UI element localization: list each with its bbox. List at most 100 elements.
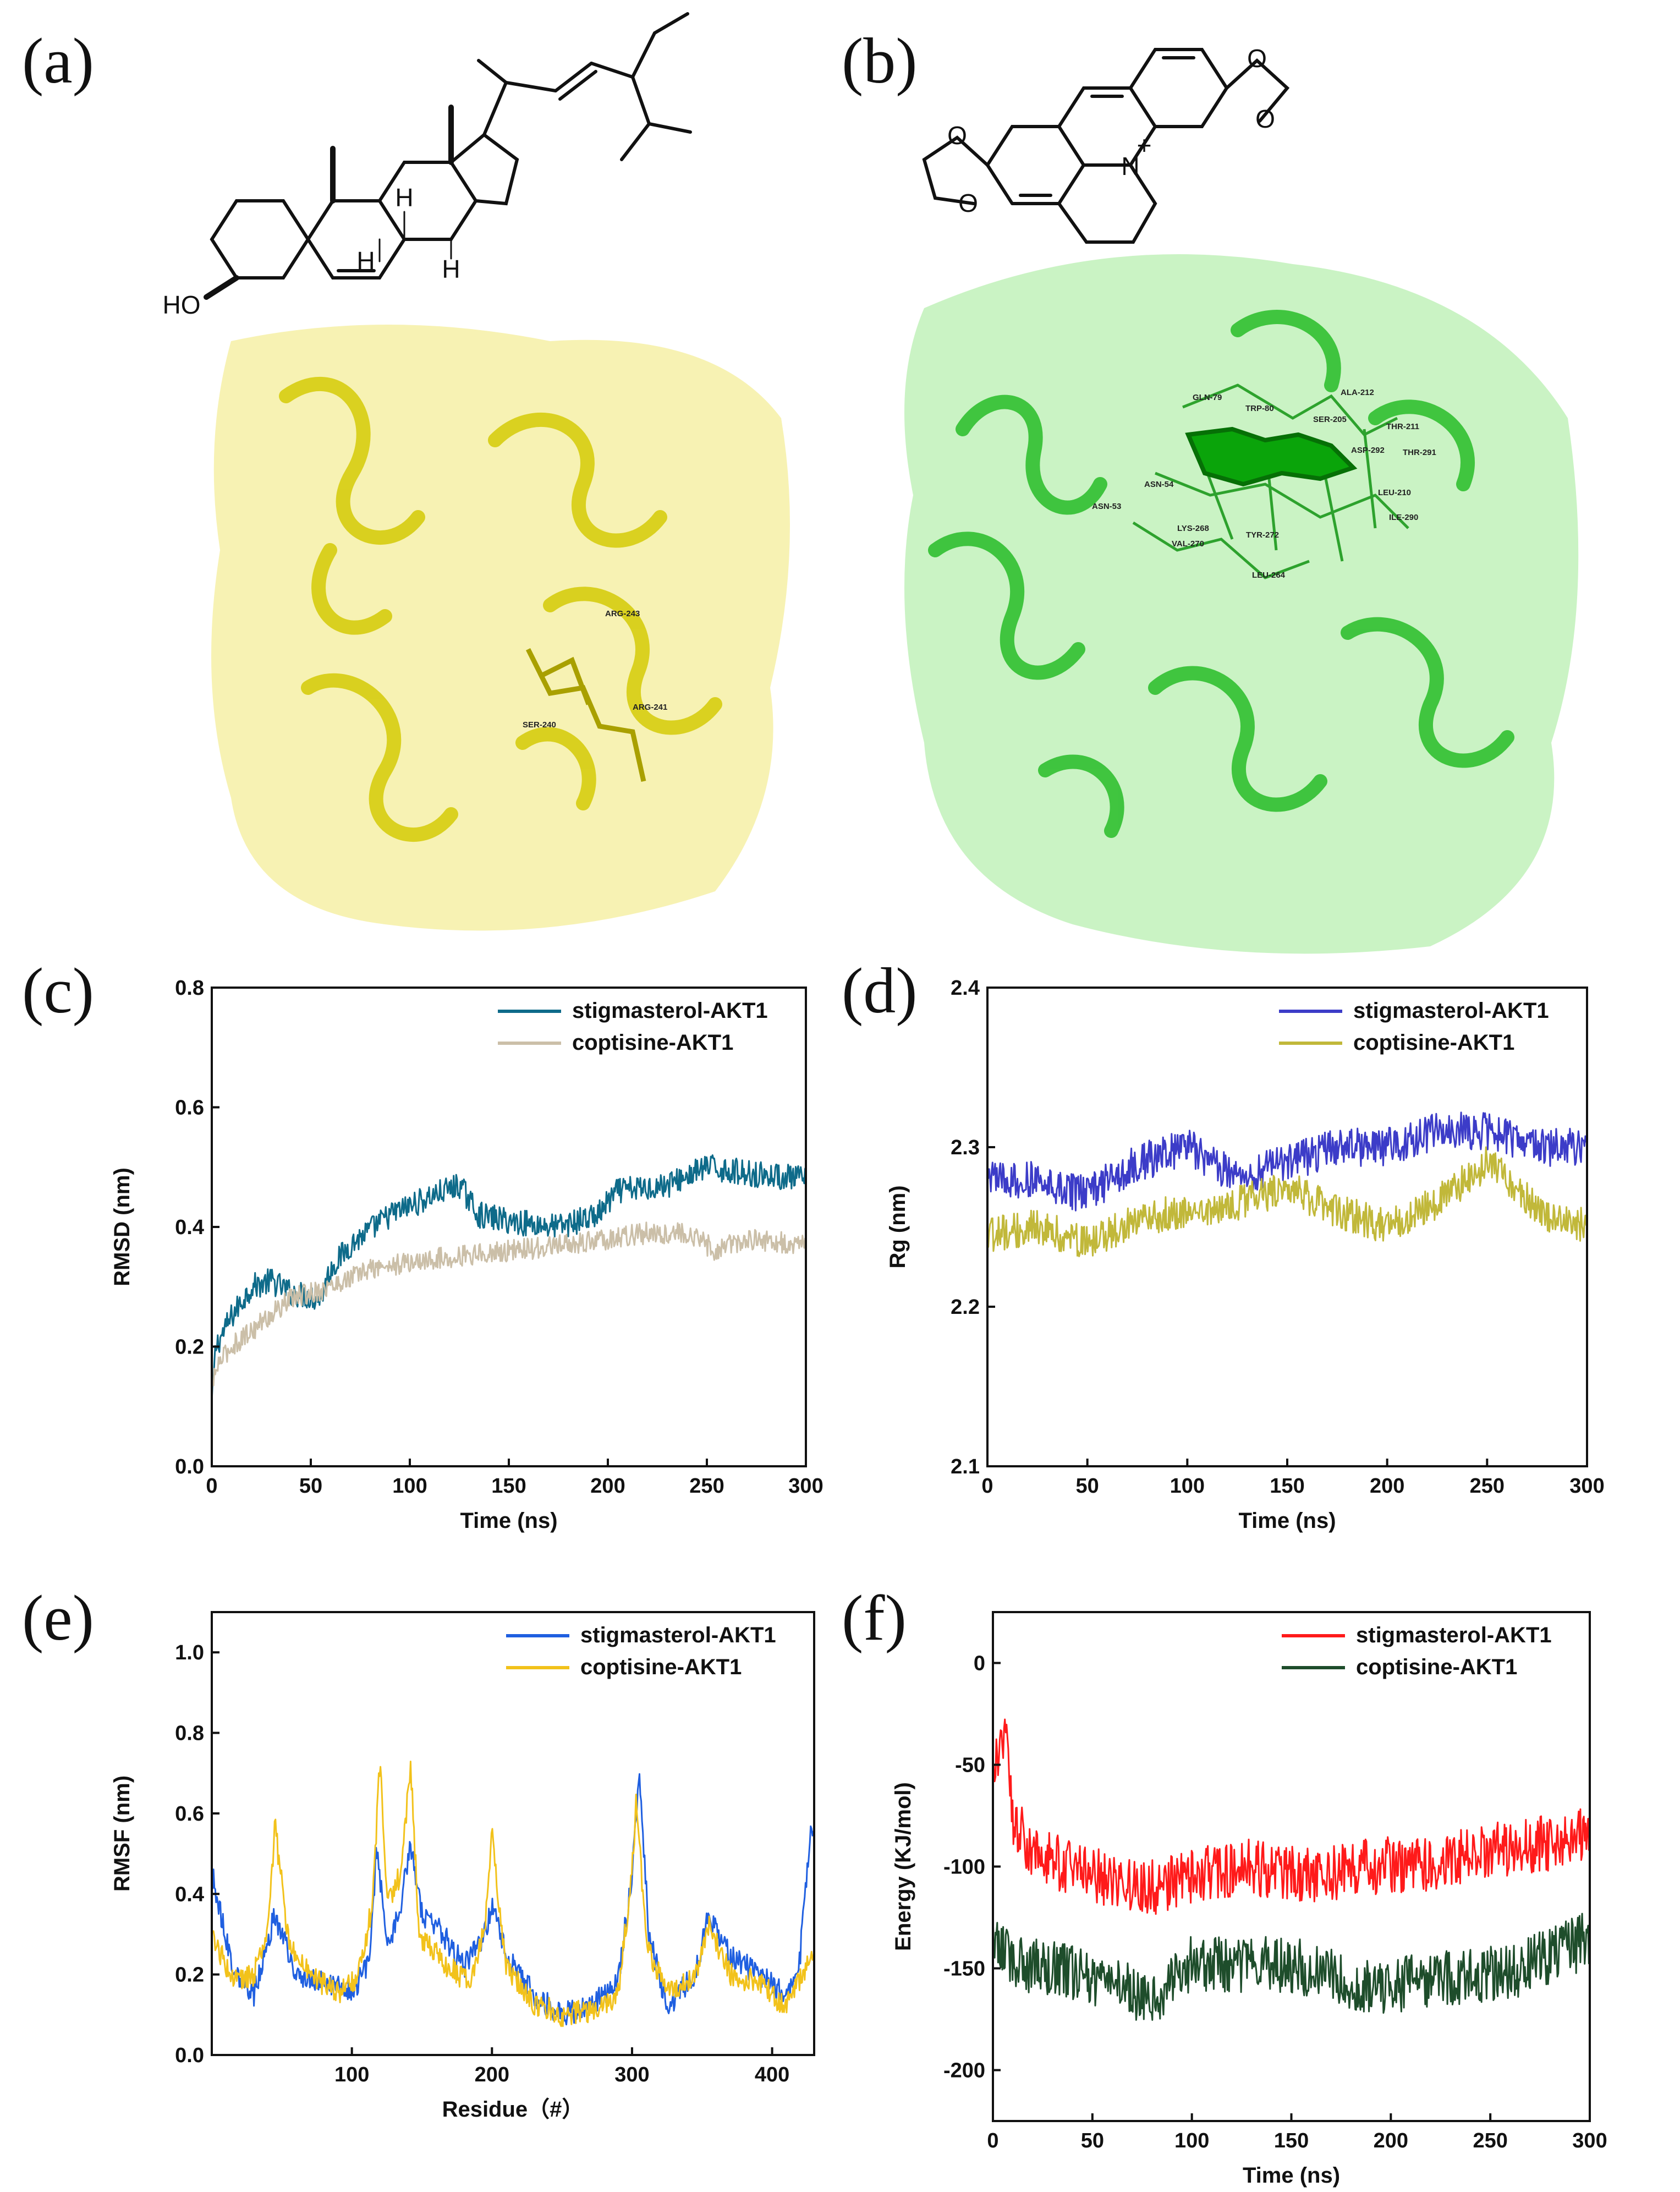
chart-f-energy: 0 50 100 150 200 250 300 -200 -150 -100 -50 0 Time (… bbox=[891, 1611, 1607, 2188]
chart-d-rg: 0 50 100 150 200 250 300 2.1 2.2 2.3 2.4 Time (ns) R… bbox=[886, 977, 1605, 1533]
residue-label-b-9: LEU-210 bbox=[1378, 488, 1411, 497]
y-tick-label-3: 2.4 bbox=[951, 977, 980, 1000]
y-tick-label-2: 0.4 bbox=[175, 1216, 204, 1239]
residue-label-a-1: ARG-241 bbox=[633, 703, 667, 712]
residue-label-b-7: ASN-54 bbox=[1144, 480, 1174, 489]
series-line-1 bbox=[992, 1912, 1591, 2021]
legend-label-0: stigmasterol-AKT1 bbox=[1353, 999, 1549, 1023]
y-tick-label-1: 2.2 bbox=[951, 1296, 980, 1319]
x-tick-label-4: 200 bbox=[590, 1475, 625, 1498]
series-line-0 bbox=[986, 1111, 1588, 1212]
legend-label-1: coptisine-AKT1 bbox=[580, 1655, 742, 1679]
y-tick-label-3: 0.6 bbox=[175, 1802, 204, 1826]
atom-label-o3: O bbox=[1247, 44, 1267, 73]
legend-label-0: stigmasterol-AKT1 bbox=[1356, 1623, 1552, 1647]
residue-label-b-11: LYS-268 bbox=[1177, 524, 1209, 533]
residue-label-b-6: THR-291 bbox=[1403, 448, 1436, 457]
panel-letter-d: (d) bbox=[842, 955, 918, 1027]
atom-label-plus: + bbox=[1137, 131, 1152, 160]
residue-label-a-2: SER-240 bbox=[523, 720, 556, 730]
x-tick-label-1: 50 bbox=[1076, 1475, 1099, 1498]
x-tick-label-0: 100 bbox=[334, 2063, 369, 2086]
x-tick-label-1: 50 bbox=[299, 1475, 322, 1498]
y-axis-label: RMSD (nm) bbox=[110, 1168, 134, 1286]
series-line-1 bbox=[211, 1221, 807, 1387]
legend-label-1: coptisine-AKT1 bbox=[1356, 1655, 1517, 1679]
y-tick-label-2: -100 bbox=[943, 1856, 985, 1879]
panel-letter-e: (e) bbox=[22, 1582, 94, 1654]
residue-label-b-13: VAL-270 bbox=[1172, 539, 1204, 549]
x-tick-label-2: 100 bbox=[1174, 2129, 1209, 2152]
x-tick-label-5: 250 bbox=[1470, 1475, 1505, 1498]
atom-label-ho: HO bbox=[163, 291, 201, 319]
protein-render-akt1-coptisine: GLN-79 TRP-80 SER-205 ALA-212 THR-211 AS… bbox=[904, 254, 1579, 954]
residue-label-b-4: THR-211 bbox=[1386, 422, 1419, 431]
y-tick-label-5: 1.0 bbox=[175, 1641, 204, 1664]
atom-label-n: N bbox=[1121, 152, 1139, 180]
y-tick-label-4: 0 bbox=[974, 1652, 985, 1675]
y-tick-label-1: 0.2 bbox=[175, 1964, 204, 1987]
y-tick-label-3: 0.6 bbox=[175, 1097, 204, 1120]
legend-label-0: stigmasterol-AKT1 bbox=[572, 999, 768, 1023]
legend-label-1: coptisine-AKT1 bbox=[1353, 1031, 1514, 1055]
atom-label-o4: O bbox=[1255, 105, 1275, 133]
x-tick-label-0: 0 bbox=[981, 1475, 993, 1498]
legend-label-0: stigmasterol-AKT1 bbox=[580, 1623, 776, 1647]
x-tick-label-0: 0 bbox=[987, 2129, 998, 2152]
x-tick-label-2: 100 bbox=[392, 1475, 427, 1498]
x-tick-label-6: 300 bbox=[788, 1475, 823, 1498]
x-tick-label-3: 150 bbox=[1274, 2129, 1309, 2152]
series-line-0 bbox=[211, 1773, 815, 2026]
residue-label-b-0: GLN-79 bbox=[1193, 393, 1222, 402]
y-tick-label-3: -50 bbox=[955, 1754, 985, 1777]
x-tick-label-2: 100 bbox=[1170, 1475, 1205, 1498]
legend-label-1: coptisine-AKT1 bbox=[572, 1031, 733, 1055]
y-axis-label: Energy (KJ/mol) bbox=[891, 1782, 915, 1951]
plot-frame bbox=[211, 1611, 815, 2056]
y-tick-label-1: -150 bbox=[943, 1958, 985, 1981]
y-tick-label-2: 2.3 bbox=[951, 1136, 980, 1159]
residue-label-b-14: LEU-264 bbox=[1252, 571, 1286, 580]
y-tick-label-4: 0.8 bbox=[175, 977, 204, 1000]
residue-label-b-5: ASP-292 bbox=[1351, 446, 1385, 455]
x-tick-label-5: 250 bbox=[689, 1475, 724, 1498]
residue-label-b-2: SER-205 bbox=[1313, 415, 1347, 424]
coptisine-structure bbox=[922, 48, 1290, 244]
stigmasterol-structure bbox=[204, 12, 692, 300]
atom-label-h2: H bbox=[356, 246, 375, 275]
y-tick-label-0: 2.1 bbox=[951, 1455, 980, 1478]
atom-label-o2: O bbox=[958, 189, 978, 217]
x-tick-label-2: 300 bbox=[614, 2063, 649, 2086]
panel-letter-c: (c) bbox=[22, 955, 94, 1027]
x-tick-label-3: 150 bbox=[1270, 1475, 1304, 1498]
chart-c-rmsd: 0 50 100 150 200 250 300 0.0 0.2 0.4 0.6 0.8 Time (n… bbox=[110, 977, 823, 1533]
y-tick-label-0: 0.0 bbox=[175, 1455, 204, 1478]
residue-label-b-3: ALA-212 bbox=[1341, 388, 1374, 397]
residue-label-b-1: TRP-80 bbox=[1245, 404, 1274, 413]
atom-label-h1: H bbox=[395, 183, 413, 212]
y-tick-label-0: 0.0 bbox=[175, 2044, 204, 2067]
x-tick-label-0: 0 bbox=[206, 1475, 217, 1498]
x-tick-label-6: 300 bbox=[1569, 1475, 1604, 1498]
x-tick-label-5: 250 bbox=[1473, 2129, 1507, 2152]
series-line-1 bbox=[211, 1761, 815, 2027]
residue-label-b-10: ILE-290 bbox=[1389, 513, 1418, 522]
y-tick-label-1: 0.2 bbox=[175, 1336, 204, 1359]
residue-label-b-8: ASN-53 bbox=[1092, 502, 1121, 511]
series-line-0 bbox=[211, 1154, 807, 1404]
series-line-1 bbox=[986, 1146, 1588, 1257]
y-tick-label-4: 0.8 bbox=[175, 1722, 204, 1745]
panel-letter-a: (a) bbox=[22, 25, 94, 97]
y-axis-label: Rg (nm) bbox=[886, 1185, 910, 1268]
residue-label-a-0: ARG-243 bbox=[605, 609, 640, 618]
residue-label-b-12: TYR-272 bbox=[1246, 530, 1279, 540]
chart-e-rmsf: 100 200 300 400 0.0 0.2 0.4 0.6 0.8 1.0 Residue（#）… bbox=[110, 1611, 815, 2122]
x-tick-label-1: 200 bbox=[475, 2063, 509, 2086]
x-axis-label: Time (ns) bbox=[460, 1509, 557, 1533]
x-tick-label-3: 400 bbox=[755, 2063, 789, 2086]
x-axis-label: Time (ns) bbox=[1238, 1509, 1336, 1533]
atom-label-h3: H bbox=[442, 255, 460, 283]
series-line-0 bbox=[992, 1718, 1591, 1915]
